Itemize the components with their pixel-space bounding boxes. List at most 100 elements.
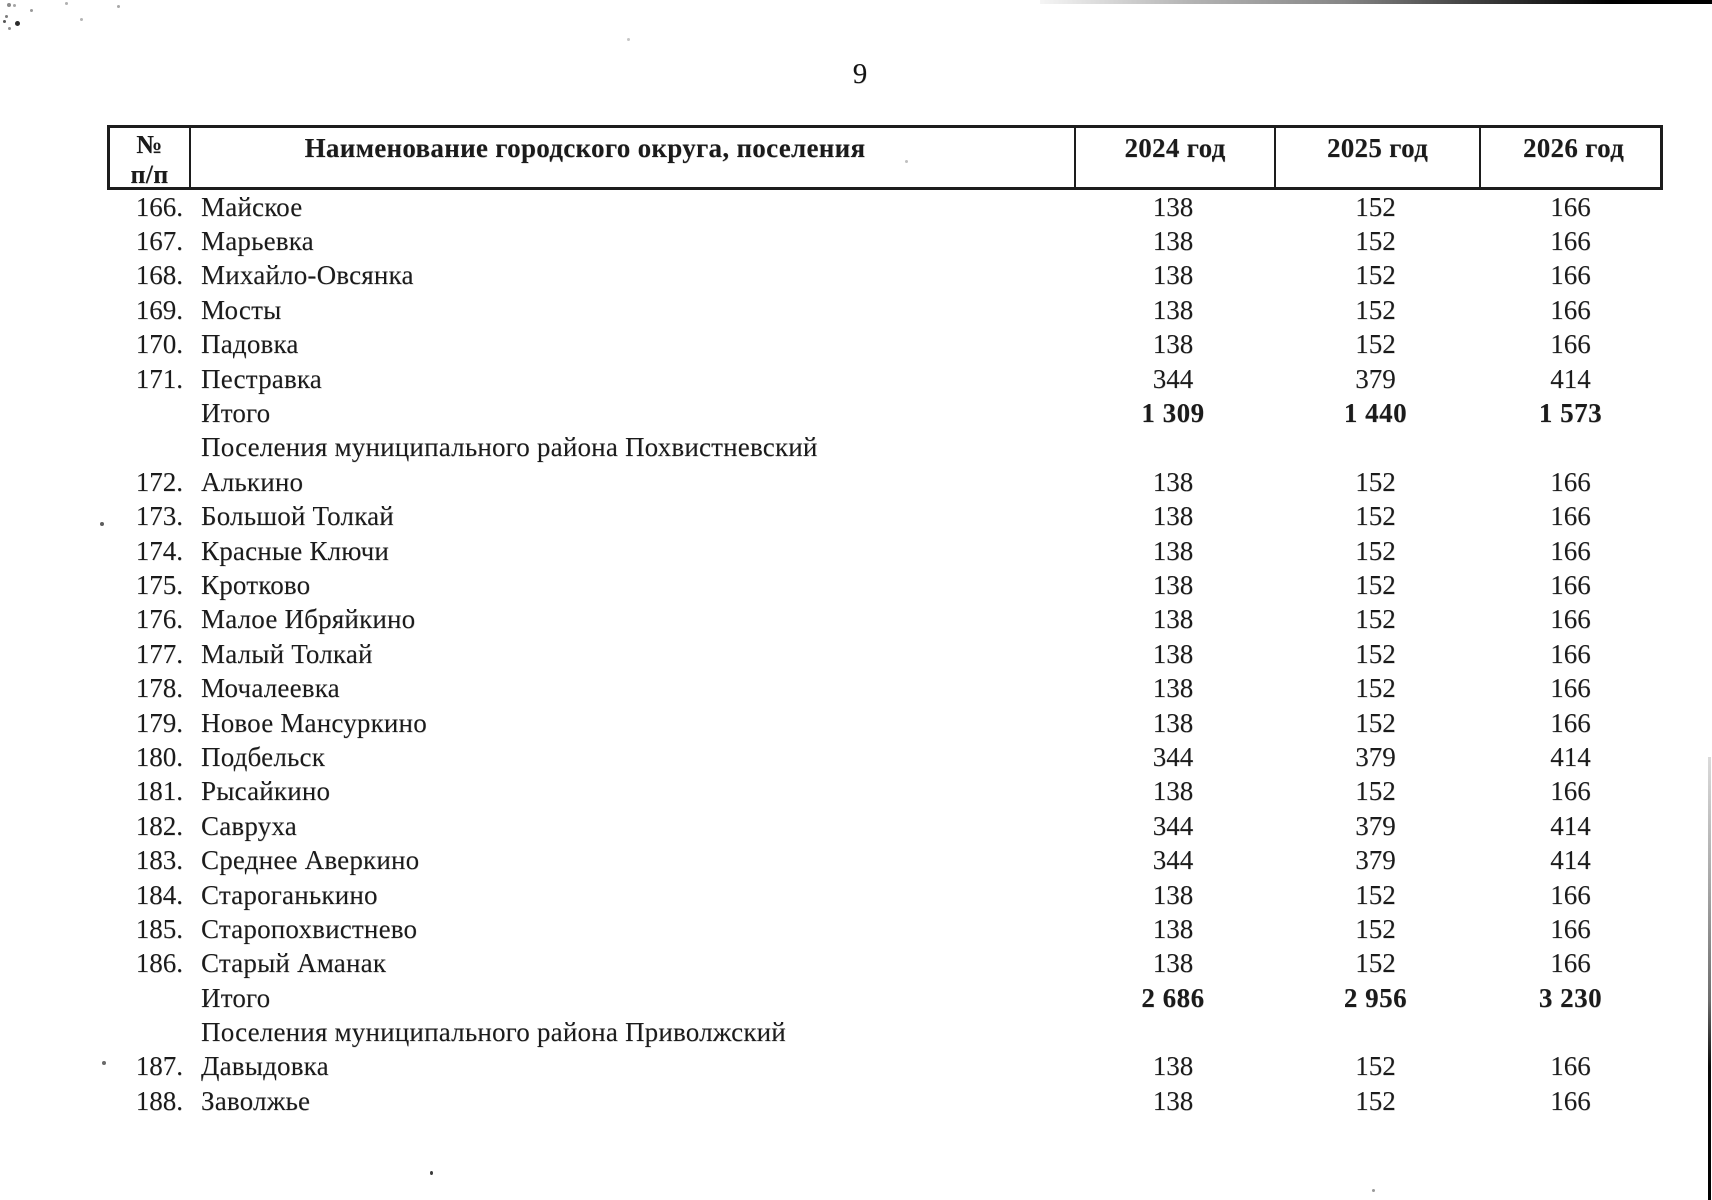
value-2026: 166 <box>1550 776 1591 807</box>
row-number: 170. <box>135 329 183 360</box>
header-num-line1: № <box>136 130 163 159</box>
scan-speckle <box>627 38 630 41</box>
value-2026: 166 <box>1550 707 1591 738</box>
header-num: № п/п <box>110 128 191 190</box>
value-2026: 166 <box>1550 879 1591 910</box>
table-body: 166. Майское 138 152 166 167. Марьевка 138 152 16… <box>107 190 1663 1119</box>
value-2025: 152 <box>1355 260 1396 291</box>
value-2024: 138 <box>1152 707 1194 738</box>
row-number: 167. <box>135 226 183 257</box>
value-2025: 152 <box>1355 913 1396 944</box>
scan-speckle <box>5 15 8 18</box>
budget-table: № п/п Наименование городского округа, по… <box>107 125 1663 1119</box>
row-name: Староганькино <box>201 879 378 910</box>
table-row: 166. Майское 138 152 166 <box>107 190 1663 224</box>
value-2024: 1 309 <box>1141 398 1205 429</box>
scan-speckle <box>15 21 20 26</box>
row-name: Мочалеевка <box>201 673 340 704</box>
value-2024: 138 <box>1152 501 1194 532</box>
table-row: 176. Малое Ибряйкино 138 152 166 <box>107 603 1663 637</box>
table-row: 181. Рысайкино 138 152 166 <box>107 775 1663 809</box>
row-number: 186. <box>135 948 183 979</box>
header-year-2024: 2024 год <box>1076 128 1276 190</box>
value-2024: 138 <box>1152 913 1194 944</box>
value-2025: 152 <box>1355 673 1396 704</box>
value-2024: 138 <box>1152 604 1194 635</box>
row-number: 187. <box>135 1051 183 1082</box>
row-number: 173. <box>135 501 183 532</box>
value-2025: 152 <box>1355 638 1396 669</box>
value-2025: 152 <box>1355 329 1396 360</box>
value-2026: 166 <box>1550 466 1591 497</box>
row-number: 176. <box>135 604 183 635</box>
value-2026: 166 <box>1550 501 1591 532</box>
row-name: Рысайкино <box>201 776 331 807</box>
scan-speckle <box>8 27 11 30</box>
scan-speckle <box>100 522 104 526</box>
value-2024: 138 <box>1152 226 1194 257</box>
row-number: 179. <box>135 707 183 738</box>
value-2024: 344 <box>1152 810 1194 841</box>
header-year-2025: 2025 год <box>1276 128 1481 190</box>
value-2025: 152 <box>1355 569 1396 600</box>
table-row: 172. Алькино 138 152 166 <box>107 465 1663 499</box>
table-row: 177. Малый Толкай 138 152 166 <box>107 637 1663 671</box>
value-2025: 379 <box>1355 741 1396 772</box>
value-2026: 166 <box>1550 913 1591 944</box>
table-row: 185. Старопохвистнево 138 152 166 <box>107 912 1663 946</box>
section-row: Поселения муниципального района Похвистн… <box>107 431 1663 465</box>
value-2024: 344 <box>1152 845 1194 876</box>
table-row: 179. Новое Мансуркино 138 152 166 <box>107 706 1663 740</box>
scan-speckle <box>1372 1189 1375 1192</box>
value-2026: 166 <box>1550 329 1591 360</box>
value-2024: 138 <box>1152 294 1194 325</box>
total-row: Итого 2 686 2 956 3 230 <box>107 981 1663 1015</box>
row-number: 180. <box>135 741 183 772</box>
value-2024: 138 <box>1152 673 1194 704</box>
row-name: Михайло-Овсянка <box>201 260 414 291</box>
table-row: 186. Старый Аманак 138 152 166 <box>107 947 1663 981</box>
row-name: Давыдовка <box>201 1051 329 1082</box>
table-row: 188. Заволжье 138 152 166 <box>107 1084 1663 1118</box>
scan-speckle <box>117 5 120 8</box>
section-row: Поселения муниципального района Приволжс… <box>107 1015 1663 1049</box>
row-number: 178. <box>135 673 183 704</box>
row-number: 185. <box>135 913 183 944</box>
value-2026: 414 <box>1550 810 1591 841</box>
value-2026: 3 230 <box>1538 982 1603 1013</box>
value-2025: 379 <box>1355 363 1396 394</box>
row-number: 181. <box>135 776 183 807</box>
value-2025: 152 <box>1355 776 1396 807</box>
page-number: 9 <box>852 58 868 90</box>
value-2026: 166 <box>1550 1085 1591 1116</box>
row-name: Среднее Аверкино <box>201 845 420 876</box>
row-name: Савруха <box>201 810 297 841</box>
row-number: 166. <box>135 191 183 222</box>
row-number: 177. <box>135 638 183 669</box>
value-2026: 414 <box>1550 363 1591 394</box>
value-2024: 138 <box>1152 879 1194 910</box>
value-2025: 152 <box>1355 191 1396 222</box>
value-2026: 166 <box>1550 226 1591 257</box>
value-2025: 152 <box>1355 535 1396 566</box>
value-2025: 152 <box>1355 501 1396 532</box>
scan-speckle <box>3 20 6 23</box>
table-header-row: № п/п Наименование городского округа, по… <box>107 125 1663 190</box>
value-2026: 166 <box>1550 673 1591 704</box>
value-2024: 138 <box>1152 948 1194 979</box>
value-2025: 152 <box>1355 604 1396 635</box>
value-2024: 2 686 <box>1141 982 1205 1013</box>
value-2025: 152 <box>1355 466 1396 497</box>
row-name: Падовка <box>201 329 299 360</box>
table-row: 183. Среднее Аверкино 344 379 414 <box>107 843 1663 877</box>
value-2025: 379 <box>1355 845 1396 876</box>
row-number: 183. <box>135 845 183 876</box>
table-row: 168. Михайло-Овсянка 138 152 166 <box>107 259 1663 293</box>
table-row: 187. Давыдовка 138 152 166 <box>107 1050 1663 1084</box>
table-row: 182. Савруха 344 379 414 <box>107 809 1663 843</box>
value-2024: 138 <box>1152 329 1194 360</box>
row-number: 184. <box>135 879 183 910</box>
row-name: Кротково <box>201 569 311 600</box>
value-2025: 2 956 <box>1343 982 1408 1013</box>
